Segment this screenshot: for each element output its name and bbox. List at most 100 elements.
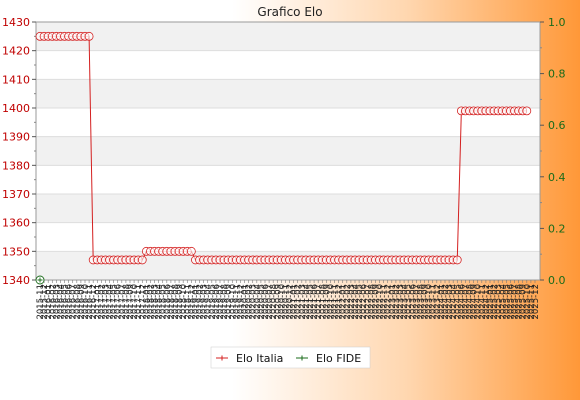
x-tick-label: 2021-05: [306, 284, 316, 320]
left-tick-label: 1370: [2, 188, 30, 201]
x-tick-label: 2023-12: [433, 284, 443, 320]
x-tick-label: 2017-06: [114, 284, 124, 320]
x-tick-label: 2018-03: [151, 284, 161, 320]
x-tick-label: 2017-03: [101, 284, 111, 320]
grid-band: [36, 22, 540, 51]
x-tick-label: 2022-10: [376, 284, 386, 320]
x-tick-label: 2025-09: [519, 284, 529, 320]
x-tick-label: 2018-09: [175, 284, 185, 320]
left-tick-label: 1430: [2, 16, 30, 29]
x-tick-label: 2022-05: [355, 284, 365, 320]
grid-band: [36, 79, 540, 108]
x-tick-label: 2023-03: [396, 284, 406, 320]
x-tick-label: 2022-09: [371, 284, 381, 320]
x-tick-label: 2024-01: [437, 284, 447, 320]
x-tick-label: 2023-05: [404, 284, 414, 320]
x-tick-label: 2016-09: [77, 284, 87, 320]
x-tick-label: 2020-11: [281, 284, 291, 320]
x-tick-label: 2020-07: [265, 284, 275, 320]
x-tick-label: 2021-08: [318, 284, 328, 320]
x-tick-label: 2020-12: [286, 284, 296, 320]
legend-label: Elo FIDE: [316, 352, 361, 365]
x-tick-label: 2018-07: [167, 284, 177, 320]
x-tick-label: 2020-06: [261, 284, 271, 320]
x-tick-label: 2017-12: [138, 284, 148, 320]
x-tick-label: 2025-06: [506, 284, 516, 320]
x-tick-label: 2020-02: [245, 284, 255, 320]
x-tick-label: 2021-06: [310, 284, 320, 320]
x-tick-label: 2016-01: [44, 284, 54, 320]
x-tick-label: 2018-01: [142, 284, 152, 320]
x-tick-label: 2019-08: [220, 284, 230, 320]
x-tick-label: 2019-04: [204, 284, 214, 320]
right-tick-label: 0.8: [548, 68, 566, 81]
x-tick-label: 2017-04: [106, 284, 116, 320]
x-tick-label: 2024-06: [457, 284, 467, 320]
x-tick-label: 2021-04: [302, 284, 312, 320]
right-tick-label: 0.2: [548, 222, 566, 235]
left-tick-label: 1420: [2, 45, 30, 58]
x-tick-label: 2018-04: [155, 284, 165, 320]
x-tick-label: 2019-07: [216, 284, 226, 320]
x-tick-label: 2017-02: [97, 284, 107, 320]
x-tick-label: 2018-12: [187, 284, 197, 320]
x-tick-label: 2019-09: [224, 284, 234, 320]
left-tick-label: 1360: [2, 217, 30, 230]
x-tick-label: 2021-12: [335, 284, 345, 320]
x-tick-label: 2022-11: [380, 284, 390, 320]
x-tick-label: 2020-10: [277, 284, 287, 320]
x-tick-label: 2025-08: [515, 284, 525, 320]
x-tick-label: 2019-10: [228, 284, 238, 320]
x-tick-label: 2018-06: [163, 284, 173, 320]
legend-box: [210, 346, 371, 369]
x-tick-label: 2022-01: [339, 284, 349, 320]
x-tick-label: 2016-03: [52, 284, 62, 320]
x-tick-label: 2025-07: [511, 284, 521, 320]
grid-band: [36, 136, 540, 166]
x-tick-label: 2016-08: [73, 284, 83, 320]
x-tick-label: 2022-07: [363, 284, 373, 320]
x-tick-label: 2025-12: [531, 284, 541, 320]
x-tick-label: 2023-10: [425, 284, 435, 320]
x-tick-label: 2024-10: [474, 284, 484, 320]
x-tick-label: 2020-09: [273, 284, 283, 320]
x-tick-label: 2024-09: [470, 284, 480, 320]
x-tick-label: 2016-04: [56, 284, 66, 320]
x-tick-label: 2020-04: [253, 284, 263, 320]
x-tick-label: 2024-11: [478, 284, 488, 320]
x-tick-label: 2024-08: [466, 284, 476, 320]
x-tick-label: 2020-03: [249, 284, 259, 320]
x-tick-label: 2022-02: [343, 284, 353, 320]
x-tick-label: 2025-10: [523, 284, 533, 320]
x-tick-label: 2019-03: [200, 284, 210, 320]
x-tick-label: 2023-09: [421, 284, 431, 320]
x-tick-label: 2021-10: [326, 284, 336, 320]
x-tick-label: 2025-04: [498, 284, 508, 320]
x-tick-label: 2022-04: [351, 284, 361, 320]
x-tick-label: 2017-09: [126, 284, 136, 320]
data-point-elo-italia: [137, 255, 147, 265]
x-tick-label: 2016-07: [69, 284, 79, 320]
x-tick-label: 2025-03: [494, 284, 504, 320]
x-tick-label: 2023-04: [400, 284, 410, 320]
x-tick-label: 2018-11: [183, 284, 193, 320]
x-tick-label: 2016-12: [89, 284, 99, 320]
x-tick-label: 2020-08: [269, 284, 279, 320]
chart-title: Grafico Elo: [257, 5, 322, 19]
left-tick-label: 1400: [2, 102, 30, 115]
data-point-elo-italia: [522, 106, 532, 116]
x-tick-label: 2016-11: [85, 284, 95, 320]
x-tick-label: 2018-02: [146, 284, 156, 320]
x-tick-label: 2022-06: [359, 284, 369, 320]
x-tick-label: 2024-12: [482, 284, 492, 320]
left-tick-label: 1410: [2, 73, 30, 86]
x-tick-label: 2023-08: [416, 284, 426, 320]
grid-band: [36, 251, 540, 280]
right-tick-label: 0.0: [548, 274, 566, 287]
data-point-elo-fide-cross: [37, 277, 43, 283]
x-tick-label: 2016-05: [61, 284, 71, 320]
x-tick-label: 2023-11: [429, 284, 439, 320]
x-tick-label: 2017-01: [93, 284, 103, 320]
